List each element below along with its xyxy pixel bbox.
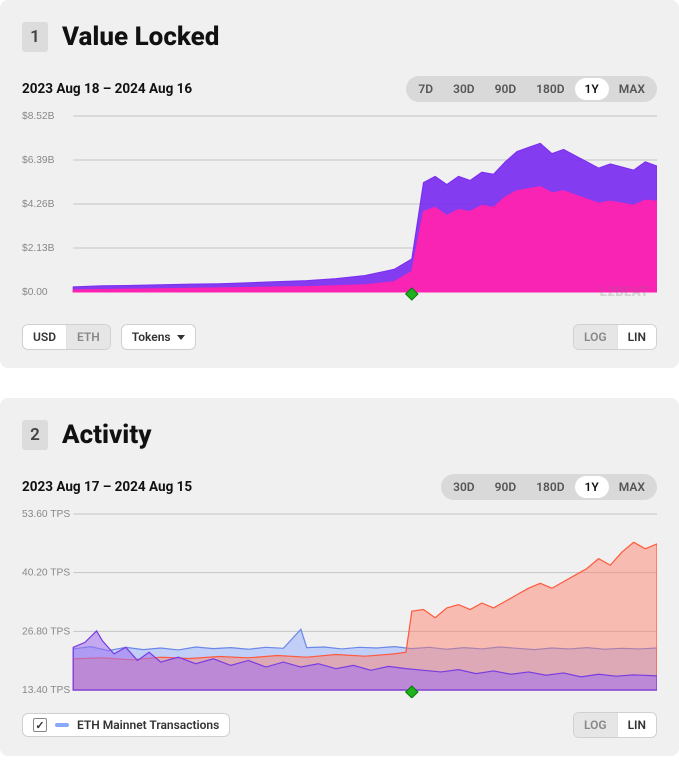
range-30d[interactable]: 30D [443,78,485,100]
tokens-label: Tokens [132,330,171,344]
range-7d[interactable]: 7D [408,78,443,100]
section-number-badge: 2 [22,420,48,450]
range-selector: 7D30D90D180D1YMAX [406,76,657,102]
svg-text:13.40 TPS: 13.40 TPS [22,685,70,696]
btn-lin[interactable]: LIN [617,713,656,737]
activity-chart: 53.60 TPS 40.20 TPS 26.80 TPS 13.40 TPS [22,508,657,698]
svg-text:$4.26B: $4.26B [22,199,55,210]
range-30d[interactable]: 30D [443,476,485,498]
legend-swatch [55,723,69,727]
tokens-dropdown[interactable]: Tokens [121,324,196,350]
left-controls: ✓ ETH Mainnet Transactions [22,713,230,737]
eth-mainnet-toggle[interactable]: ✓ ETH Mainnet Transactions [22,713,230,737]
svg-text:$8.52B: $8.52B [22,111,55,122]
date-range: 2023 Aug 17 – 2024 Aug 15 [22,479,192,495]
chart-footer: USDETH Tokens LOGLIN [22,324,657,350]
btn-lin[interactable]: LIN [617,325,656,349]
date-range: 2023 Aug 18 – 2024 Aug 16 [22,81,192,97]
range-max[interactable]: MAX [609,78,655,100]
value-locked-card: 1 Value Locked 2023 Aug 18 – 2024 Aug 16… [0,0,679,368]
btn-usd[interactable]: USD [23,325,66,349]
svg-text:26.80 TPS: 26.80 TPS [22,626,70,637]
section-header: 2 Activity [22,420,657,450]
svg-text:$6.39B: $6.39B [22,155,55,166]
section-header: 1 Value Locked [22,22,657,52]
value-locked-chart: $8.52B$6.39B$4.26B$2.13B$0.00 L2BEAT [22,110,657,310]
checkbox-icon: ✓ [33,718,47,732]
chart-footer: ✓ ETH Mainnet Transactions LOGLIN [22,712,657,738]
range-1y[interactable]: 1Y [575,476,609,498]
range-selector: 30D90D180D1YMAX [441,474,657,500]
range-max[interactable]: MAX [609,476,655,498]
svg-text:$0.00: $0.00 [22,287,48,298]
section-number-badge: 1 [22,22,48,52]
range-90d[interactable]: 90D [485,476,527,498]
svg-text:$2.13B: $2.13B [22,243,55,254]
range-90d[interactable]: 90D [485,78,527,100]
section-title: Activity [62,420,151,450]
subheader-row: 2023 Aug 17 – 2024 Aug 15 30D90D180D1YMA… [22,474,657,500]
svg-text:53.60 TPS: 53.60 TPS [22,509,70,520]
scale-toggle: LOGLIN [573,712,657,738]
range-180d[interactable]: 180D [526,476,574,498]
subheader-row: 2023 Aug 18 – 2024 Aug 16 7D30D90D180D1Y… [22,76,657,102]
btn-log[interactable]: LOG [574,325,617,349]
range-180d[interactable]: 180D [526,78,574,100]
eth-mainnet-label: ETH Mainnet Transactions [77,718,219,732]
btn-log[interactable]: LOG [574,713,617,737]
chevron-down-icon [177,335,185,340]
scale-toggle: LOGLIN [573,324,657,350]
btn-eth[interactable]: ETH [66,325,110,349]
range-1y[interactable]: 1Y [575,78,609,100]
currency-toggle: USDETH [22,324,111,350]
svg-text:40.20 TPS: 40.20 TPS [22,568,70,579]
left-controls: USDETH Tokens [22,324,196,350]
activity-card: 2 Activity 2023 Aug 17 – 2024 Aug 15 30D… [0,398,679,756]
section-title: Value Locked [62,22,219,52]
